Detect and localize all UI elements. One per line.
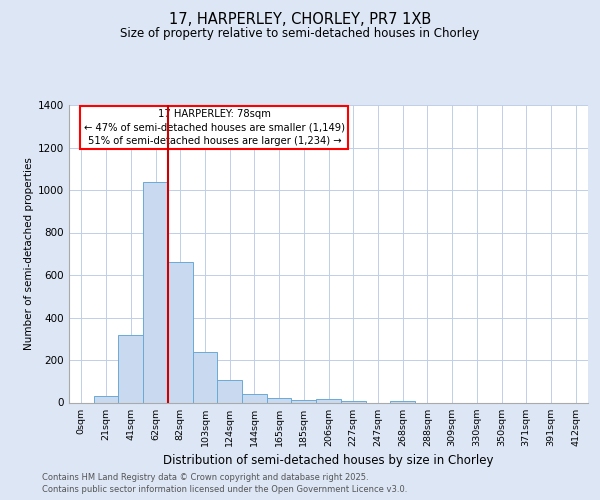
X-axis label: Distribution of semi-detached houses by size in Chorley: Distribution of semi-detached houses by … <box>163 454 494 467</box>
Bar <box>316 400 341 402</box>
Text: Contains HM Land Registry data © Crown copyright and database right 2025.: Contains HM Land Registry data © Crown c… <box>42 472 368 482</box>
Bar <box>292 400 316 402</box>
Bar <box>168 262 193 402</box>
Text: 17 HARPERLEY: 78sqm
← 47% of semi-detached houses are smaller (1,149)
51% of sem: 17 HARPERLEY: 78sqm ← 47% of semi-detach… <box>84 110 345 146</box>
Text: Size of property relative to semi-detached houses in Chorley: Size of property relative to semi-detach… <box>121 28 479 40</box>
Y-axis label: Number of semi-detached properties: Number of semi-detached properties <box>24 158 34 350</box>
Bar <box>242 394 267 402</box>
Bar <box>267 398 292 402</box>
Bar <box>94 396 118 402</box>
Text: 17, HARPERLEY, CHORLEY, PR7 1XB: 17, HARPERLEY, CHORLEY, PR7 1XB <box>169 12 431 28</box>
Bar <box>118 334 143 402</box>
Bar <box>143 182 168 402</box>
Bar <box>193 352 217 403</box>
Bar <box>217 380 242 402</box>
Text: Contains public sector information licensed under the Open Government Licence v3: Contains public sector information licen… <box>42 485 407 494</box>
